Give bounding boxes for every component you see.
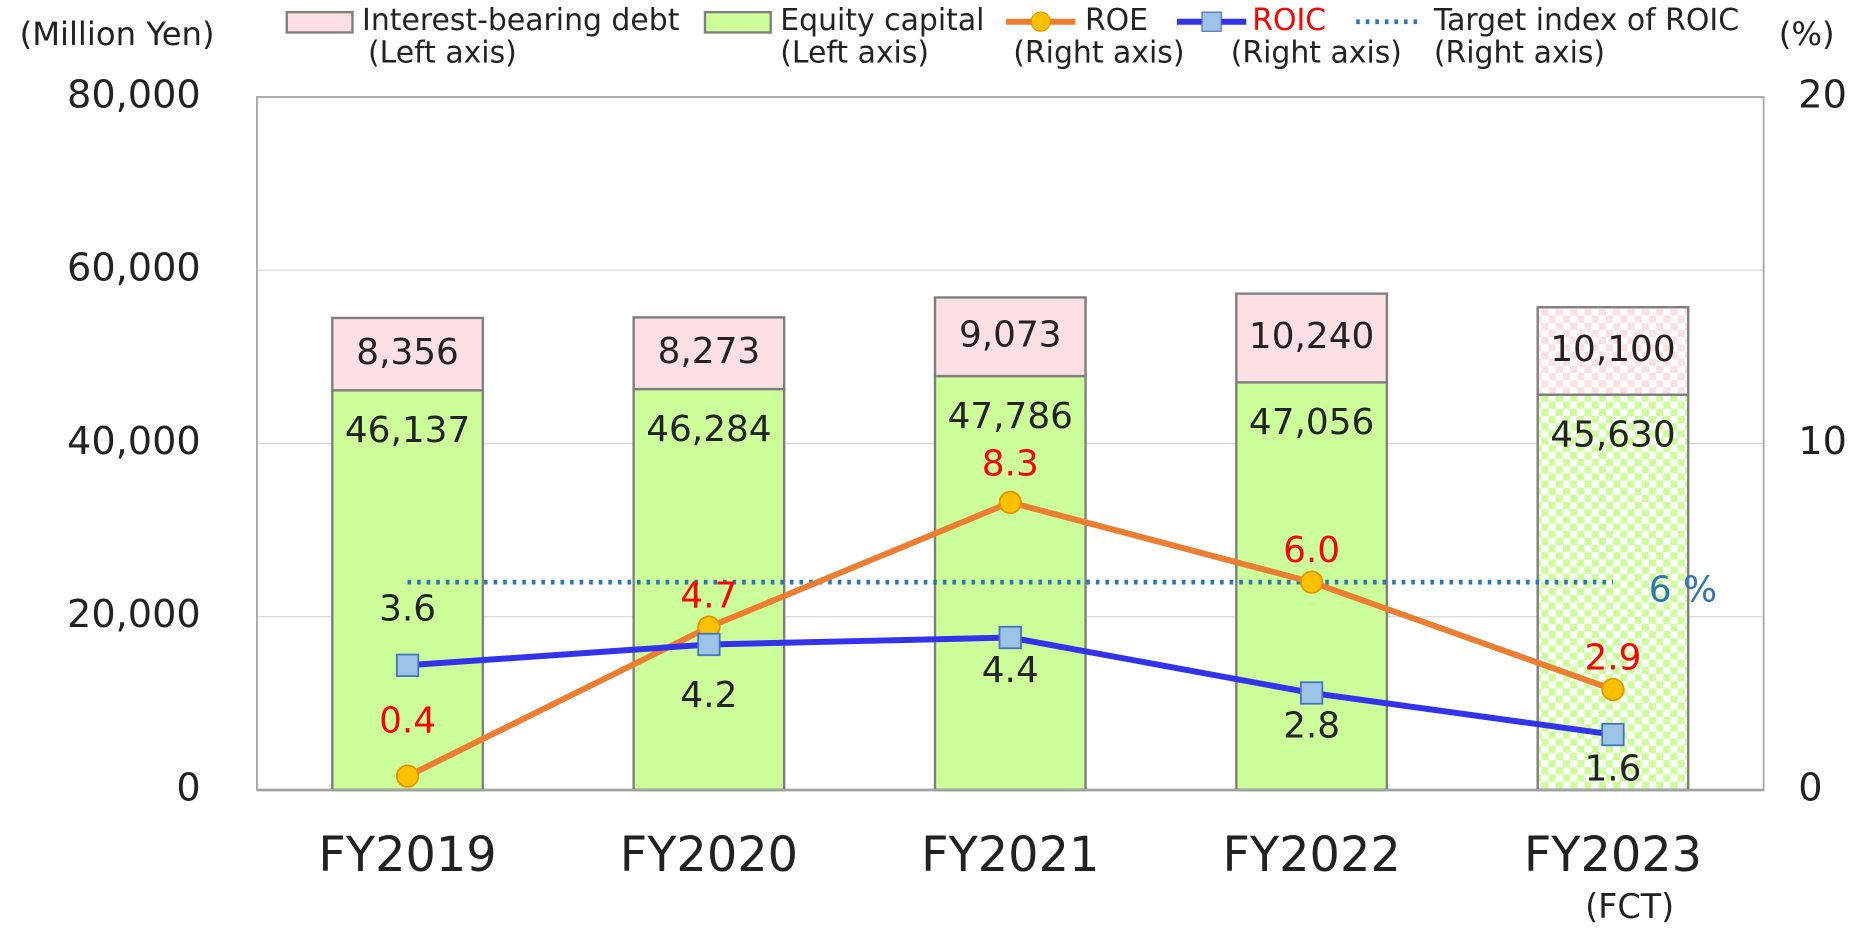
x-tick-label: FY2022: [1222, 828, 1400, 883]
line-value-label: 8.3: [982, 443, 1039, 484]
bar-value-label: 45,630: [1550, 415, 1675, 456]
bar-value-label: 10,100: [1550, 329, 1675, 370]
legend-swatch: [285, 10, 354, 34]
line-value-label: 4.2: [680, 675, 737, 716]
bar: [933, 296, 1087, 378]
line-value-label: 2.8: [1283, 706, 1340, 747]
legend-note: (Right axis): [1434, 35, 1605, 70]
legend-label: Target index of ROIC: [1433, 3, 1739, 38]
marker: [395, 653, 420, 677]
bar: [331, 389, 485, 792]
marker: [998, 490, 1022, 515]
line-value-label: 1.6: [1584, 748, 1641, 789]
marker: [697, 632, 721, 657]
legend-note: (Left axis): [368, 35, 517, 70]
y-tick-label: 40,000: [67, 420, 201, 464]
y-tick-label: 20,000: [67, 593, 201, 637]
marker: [1299, 570, 1324, 594]
bar: [1235, 292, 1389, 384]
bar-value-label: 9,073: [959, 315, 1062, 356]
legend-marker: [1030, 11, 1051, 32]
line-value-label: 4.4: [982, 650, 1039, 691]
legend-label: Equity capital: [780, 3, 984, 38]
line-value-label: 3.6: [379, 588, 436, 629]
line-value-label: 2.9: [1584, 638, 1641, 679]
line-value-label: 4.7: [680, 575, 737, 616]
y-tick-label: 0: [176, 767, 200, 811]
target-label: 6 %: [1649, 570, 1717, 611]
line-value-label: 6.0: [1283, 530, 1340, 571]
bar-value-label: 10,240: [1249, 316, 1374, 357]
bar: [1536, 306, 1690, 396]
legend-label: ROE: [1085, 3, 1148, 38]
bar-value-label: 47,056: [1249, 402, 1374, 443]
x-tick-label: FY2023: [1524, 828, 1702, 883]
marker: [1601, 722, 1625, 747]
marker: [395, 764, 420, 788]
y2-tick-label: 10: [1798, 420, 1847, 464]
legend-note: (Left axis): [780, 35, 929, 70]
legend-swatch: [703, 10, 772, 34]
x-tick-label: FY2019: [318, 828, 496, 883]
y2-axis-label: (%): [1779, 15, 1835, 53]
marker: [1299, 681, 1324, 705]
bar-value-label: 46,284: [646, 409, 771, 450]
marker: [998, 625, 1022, 650]
x-tick-label: FY2020: [620, 828, 798, 883]
line-value-label: 0.4: [379, 700, 436, 741]
legend-marker: [1201, 11, 1222, 32]
y2-tick-label: 20: [1798, 73, 1847, 117]
legend-note: (Right axis): [1231, 35, 1402, 70]
legend-label: Interest-bearing debt: [362, 3, 679, 38]
y2-tick-label: 0: [1798, 767, 1822, 811]
x-tick-label: FY2021: [921, 828, 1099, 883]
x-tick-note: (FCT): [1585, 887, 1674, 926]
bar-value-label: 8,356: [356, 332, 459, 373]
legend-label: ROIC: [1252, 3, 1326, 38]
plot-border: [256, 96, 1765, 791]
bar-value-label: 46,137: [345, 410, 470, 451]
bar: [632, 316, 786, 391]
bar-value-label: 8,273: [658, 331, 761, 372]
bar-value-label: 47,786: [948, 396, 1073, 437]
y-axis-label: (Million Yen): [20, 15, 215, 53]
legend-note: (Right axis): [1013, 35, 1184, 70]
y-tick-label: 80,000: [67, 73, 201, 117]
marker: [1601, 677, 1625, 702]
y-tick-label: 60,000: [67, 247, 201, 291]
bar: [331, 316, 485, 392]
